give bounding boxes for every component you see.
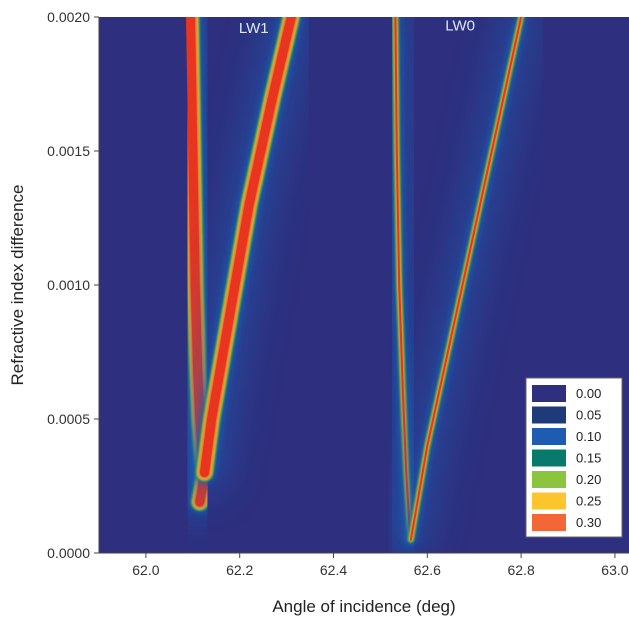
legend-swatch: [532, 471, 566, 488]
ridge-LW0-right-branch: [393, 17, 539, 553]
ridge-LW1-right-branch: [181, 17, 315, 497]
x-tick-label: 62.0: [132, 562, 159, 578]
legend-swatch: [532, 449, 566, 467]
y-tick-label: 0.0005: [47, 411, 90, 427]
ridge-core: [409, 17, 523, 541]
ridge-core: [200, 17, 296, 478]
y-axis-ticks: 0.0000 0.0005 0.0010 0.0015 0.0020: [47, 9, 99, 561]
legend-item: 0.10: [532, 428, 601, 445]
legend-label: 0.20: [576, 472, 601, 487]
x-tick-label: 63.0: [601, 562, 628, 578]
legend-item: 0.15: [532, 449, 601, 467]
x-axis-title: Angle of incidence (deg): [272, 597, 455, 616]
x-tick-label: 62.8: [507, 562, 534, 578]
legend-item: 0.05: [532, 406, 601, 424]
x-tick-label: 62.4: [320, 562, 347, 578]
legend-label: 0.25: [576, 494, 601, 509]
legend-item: 0.25: [532, 492, 601, 510]
legend-item: 0.30: [532, 514, 601, 531]
legend-item: 0.00: [532, 385, 601, 402]
legend-swatch: [532, 406, 566, 424]
legend-label: 0.15: [576, 451, 601, 466]
legend-label: 0.05: [576, 408, 601, 423]
heatmap-layer: [167, 17, 539, 553]
x-tick-label: 62.6: [414, 562, 441, 578]
y-tick-label: 0.0000: [47, 545, 90, 561]
y-axis-title: Refractive index difference: [8, 185, 27, 386]
x-tick-label: 62.2: [226, 562, 253, 578]
y-tick-label: 0.0015: [47, 143, 90, 159]
y-tick-label: 0.0010: [47, 277, 90, 293]
annotation-lw1: LW1: [239, 20, 269, 37]
legend-swatch: [532, 492, 566, 510]
legend-swatch: [532, 428, 566, 445]
legend-label: 0.10: [576, 429, 601, 444]
legend-item: 0.20: [532, 471, 601, 488]
annotation-lw0: LW0: [445, 17, 475, 34]
legend-label: 0.30: [576, 515, 601, 530]
legend-swatch: [532, 514, 566, 531]
legend-swatch: [532, 385, 566, 402]
legend: 0.00 0.05 0.10 0.15 0.20 0.25 0.30: [525, 377, 623, 538]
x-axis-ticks: 62.0 62.2 62.4 62.6 62.8 63.0: [132, 553, 629, 578]
legend-label: 0.00: [576, 386, 601, 401]
y-tick-label: 0.0020: [47, 9, 90, 25]
